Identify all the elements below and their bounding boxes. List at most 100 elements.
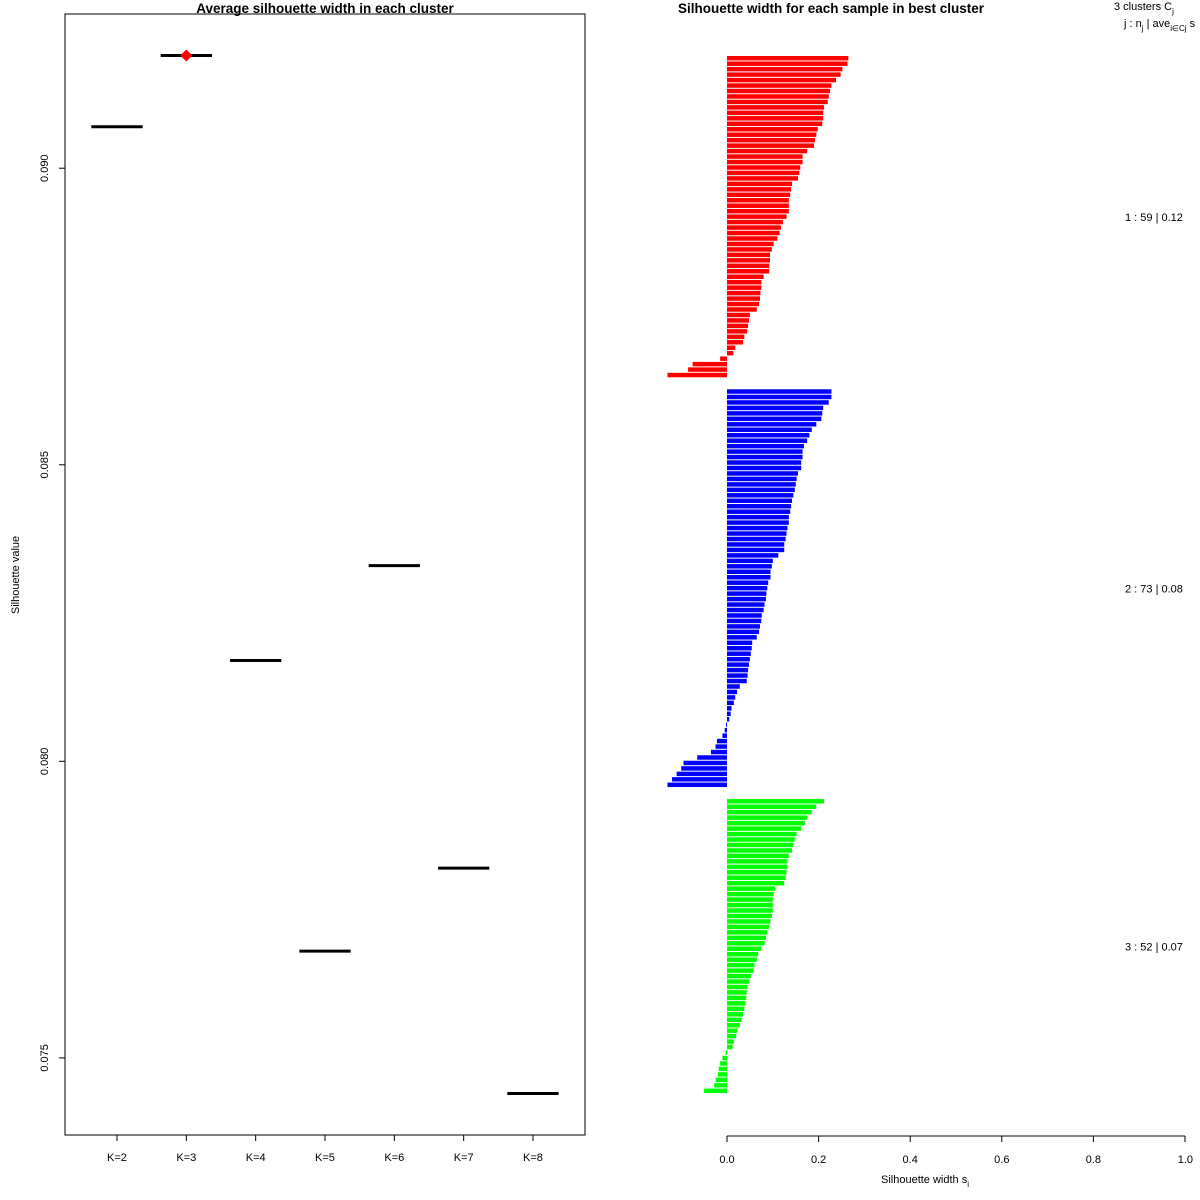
silhouette-bar — [727, 886, 776, 891]
silhouette-bar — [727, 979, 749, 984]
silhouette-bar — [727, 285, 762, 290]
silhouette-bar — [727, 318, 749, 323]
silhouette-bar — [727, 214, 787, 219]
silhouette-bar — [727, 350, 734, 356]
left-x-tick-label: K=3 — [176, 1152, 196, 1164]
silhouette-bar — [727, 465, 802, 471]
silhouette-bar — [727, 181, 793, 187]
silhouette-bar — [727, 159, 803, 165]
silhouette-bar — [727, 717, 730, 722]
silhouette-bar — [727, 891, 774, 897]
silhouette-bar — [697, 755, 727, 760]
silhouette-bar — [704, 1088, 727, 1094]
silhouette-bar — [727, 662, 749, 667]
cluster-header-line2: j : nj | avei∈Cj s — [1123, 18, 1196, 33]
silhouette-bar — [727, 919, 771, 924]
silhouette-bar — [727, 585, 768, 591]
silhouette-bar — [727, 72, 841, 77]
silhouette-bar — [727, 105, 825, 110]
silhouette-bar — [727, 1039, 734, 1044]
silhouette-bar — [727, 61, 848, 66]
silhouette-bar — [727, 799, 825, 804]
silhouette-bar — [727, 962, 755, 968]
right-panel: Silhouette width for each sample in best… — [667, 1, 1196, 1189]
right-x-tick-label: 0.2 — [811, 1154, 826, 1166]
silhouette-bar — [727, 329, 748, 334]
silhouette-bar — [681, 766, 727, 771]
silhouette-bar — [727, 990, 747, 995]
silhouette-bar — [720, 356, 727, 361]
left-y-tick-label: 0.080 — [39, 748, 51, 776]
silhouette-bar — [727, 438, 808, 443]
left-y-tick-label: 0.090 — [39, 154, 51, 182]
silhouette-bar — [727, 924, 770, 930]
silhouette-bar — [717, 1072, 727, 1077]
silhouette-bar — [722, 733, 727, 738]
right-x-axis-label: Silhouette width si — [881, 1174, 969, 1189]
silhouette-bar — [727, 607, 764, 613]
silhouette-bar — [727, 66, 843, 72]
left-y-tick-label: 0.075 — [39, 1044, 51, 1072]
silhouette-bar — [727, 618, 762, 624]
silhouette-bar — [727, 345, 736, 350]
silhouette-bar — [727, 127, 818, 132]
silhouette-bar — [727, 132, 817, 137]
right-x-tick-label: 0.6 — [994, 1154, 1009, 1166]
silhouette-bar — [727, 411, 823, 416]
left-x-axis: K=2 K=3 K=4 K=5 K=6 K=7 K=8 — [107, 1135, 543, 1164]
silhouette-bar — [727, 656, 750, 662]
silhouette-bar — [727, 558, 773, 564]
silhouette-bar — [727, 695, 736, 700]
silhouette-bar — [727, 930, 768, 935]
silhouette-bar — [727, 498, 793, 504]
silhouette-bar — [727, 110, 824, 116]
silhouette-bar — [727, 673, 748, 678]
silhouette-bar — [727, 842, 794, 848]
silhouette-bar — [727, 897, 773, 902]
silhouette-bar — [727, 826, 802, 831]
silhouette-bar — [727, 493, 794, 498]
silhouette-bar — [727, 853, 789, 859]
silhouette-bar — [727, 613, 762, 618]
silhouette-bar — [727, 629, 760, 635]
silhouette-bar — [727, 809, 812, 815]
silhouette-bar — [727, 88, 831, 94]
silhouette-bar — [727, 121, 823, 127]
right-x-tick-label: 0.8 — [1086, 1154, 1101, 1166]
silhouette-bar — [727, 913, 772, 919]
right-chart-title: Silhouette width for each sample in best… — [678, 1, 985, 16]
silhouette-bar — [727, 531, 787, 536]
silhouette-bar — [724, 727, 727, 733]
right-x-axis: 0.0 0.2 0.4 0.6 0.8 1.0 — [719, 1136, 1193, 1166]
silhouette-bar — [722, 1055, 727, 1061]
silhouette-bar — [725, 1050, 727, 1055]
silhouette-bar — [727, 340, 744, 345]
silhouette-bar — [727, 225, 782, 230]
silhouette-bar — [727, 400, 829, 405]
cluster-summary-label: 3 : 52 | 0.07 — [1125, 942, 1183, 954]
silhouette-bar — [727, 460, 802, 465]
silhouette-bar — [727, 815, 808, 820]
left-y-axis: 0.075 0.080 0.085 0.090 — [39, 154, 65, 1072]
left-x-tick-label: K=7 — [454, 1152, 474, 1164]
silhouette-bar — [714, 1083, 727, 1088]
silhouette-bar — [727, 471, 798, 476]
silhouette-bar — [727, 94, 829, 99]
silhouette-bar — [727, 432, 810, 438]
silhouette-bar — [720, 1061, 727, 1066]
silhouette-bar — [727, 547, 785, 553]
silhouette-bar — [727, 258, 771, 263]
silhouette-bar — [727, 973, 751, 979]
silhouette-bar — [727, 454, 803, 460]
silhouette-bar — [718, 1066, 727, 1072]
cluster-summary-label: 1 : 59 | 0.12 — [1125, 212, 1183, 224]
silhouette-bar — [715, 744, 727, 749]
silhouette-bar — [727, 247, 772, 252]
silhouette-bar — [727, 1044, 733, 1050]
silhouette-bar — [727, 405, 824, 411]
left-x-tick-label: K=8 — [523, 1152, 543, 1164]
left-segments — [91, 49, 559, 1095]
silhouette-bar — [727, 170, 800, 176]
silhouette-bar — [727, 99, 828, 105]
